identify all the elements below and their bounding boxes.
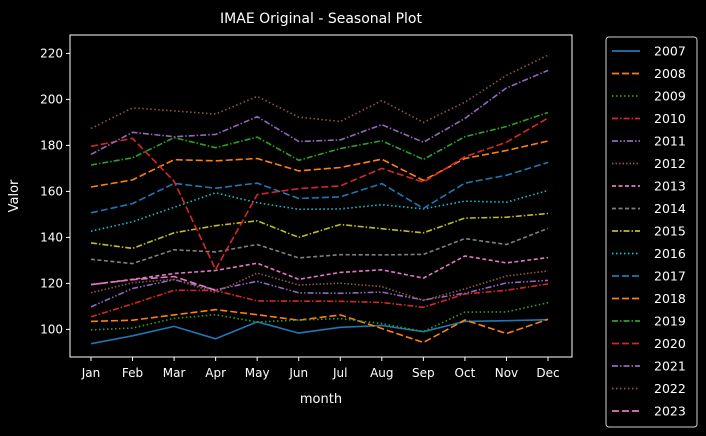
- legend-label-2018: 2018: [654, 291, 686, 306]
- legend-label-2012: 2012: [654, 156, 686, 171]
- y-axis-label: Valor: [7, 179, 22, 212]
- legend-label-2021: 2021: [654, 359, 686, 374]
- x-tick-label: Apr: [205, 366, 226, 380]
- series-line-2009: [90, 301, 549, 333]
- series-line-2007: [90, 318, 549, 345]
- legend-label-2017: 2017: [654, 269, 686, 284]
- x-tick-label: Feb: [122, 366, 143, 380]
- legend-label-2019: 2019: [654, 314, 686, 329]
- y-tick-label: 160: [40, 184, 63, 198]
- x-tick-label: May: [245, 366, 270, 380]
- legend-label-2023: 2023: [654, 404, 686, 419]
- legend-label-2011: 2011: [654, 134, 686, 149]
- y-tick-label: 100: [40, 322, 63, 336]
- legend-label-2010: 2010: [654, 111, 686, 126]
- legend-label-2015: 2015: [654, 224, 686, 239]
- x-tick-label: Jan: [81, 366, 101, 380]
- series-line-2023: [90, 275, 216, 292]
- chart-title: IMAE Original - Seasonal Plot: [220, 11, 422, 27]
- x-tick-label: Sep: [412, 366, 435, 380]
- series-layer: [90, 54, 549, 345]
- legend-box: [605, 36, 698, 428]
- series-line-2013: [90, 255, 549, 286]
- y-tick-label: 140: [40, 230, 63, 244]
- legend-label-2009: 2009: [654, 89, 686, 104]
- x-tick-label: Mar: [163, 366, 186, 380]
- legend-label-2020: 2020: [654, 336, 686, 351]
- series-line-2018: [90, 140, 549, 188]
- legend-label-2014: 2014: [654, 201, 686, 216]
- series-line-2012: [90, 270, 549, 302]
- series-line-2008: [90, 308, 549, 344]
- y-tick-label: 120: [40, 276, 63, 290]
- x-tick-label: Oct: [455, 366, 476, 380]
- y-tick-label: 200: [40, 92, 63, 106]
- series-line-2010: [90, 283, 549, 318]
- x-tick-label: Nov: [495, 366, 518, 380]
- legend-label-2022: 2022: [654, 381, 686, 396]
- series-line-2017: [90, 161, 549, 214]
- series-line-2015: [90, 212, 549, 250]
- y-tick-label: 180: [40, 138, 63, 152]
- series-line-2016: [90, 189, 549, 232]
- series-line-2011: [90, 278, 549, 308]
- legend-label-2016: 2016: [654, 246, 686, 261]
- y-tick-label: 220: [40, 46, 63, 60]
- plot-frame: [69, 34, 573, 358]
- x-tick-label: Jun: [288, 366, 308, 380]
- series-line-2020: [90, 117, 549, 271]
- x-axis-label: month: [300, 392, 342, 407]
- legend-label-2013: 2013: [654, 179, 686, 194]
- series-line-2021: [90, 69, 549, 156]
- x-tick-label: Jul: [332, 366, 347, 380]
- x-axis: Jan Feb Mar Apr May Jun Jul Aug Sep Oct Nov Dec: [81, 357, 560, 380]
- legend-label-2008: 2008: [654, 66, 686, 81]
- legend-label-2007: 2007: [654, 44, 686, 59]
- legend: 2007 2008 2009 2010 2011 2012 2013 2014 2015 2016…: [605, 36, 698, 428]
- x-tick-label: Aug: [370, 366, 393, 380]
- series-line-2022: [90, 54, 549, 130]
- y-axis: 100 120 140 160 180 200 220: [40, 46, 70, 336]
- series-line-2019: [90, 111, 549, 166]
- x-tick-label: Dec: [536, 366, 559, 380]
- series-line-2014: [90, 227, 549, 265]
